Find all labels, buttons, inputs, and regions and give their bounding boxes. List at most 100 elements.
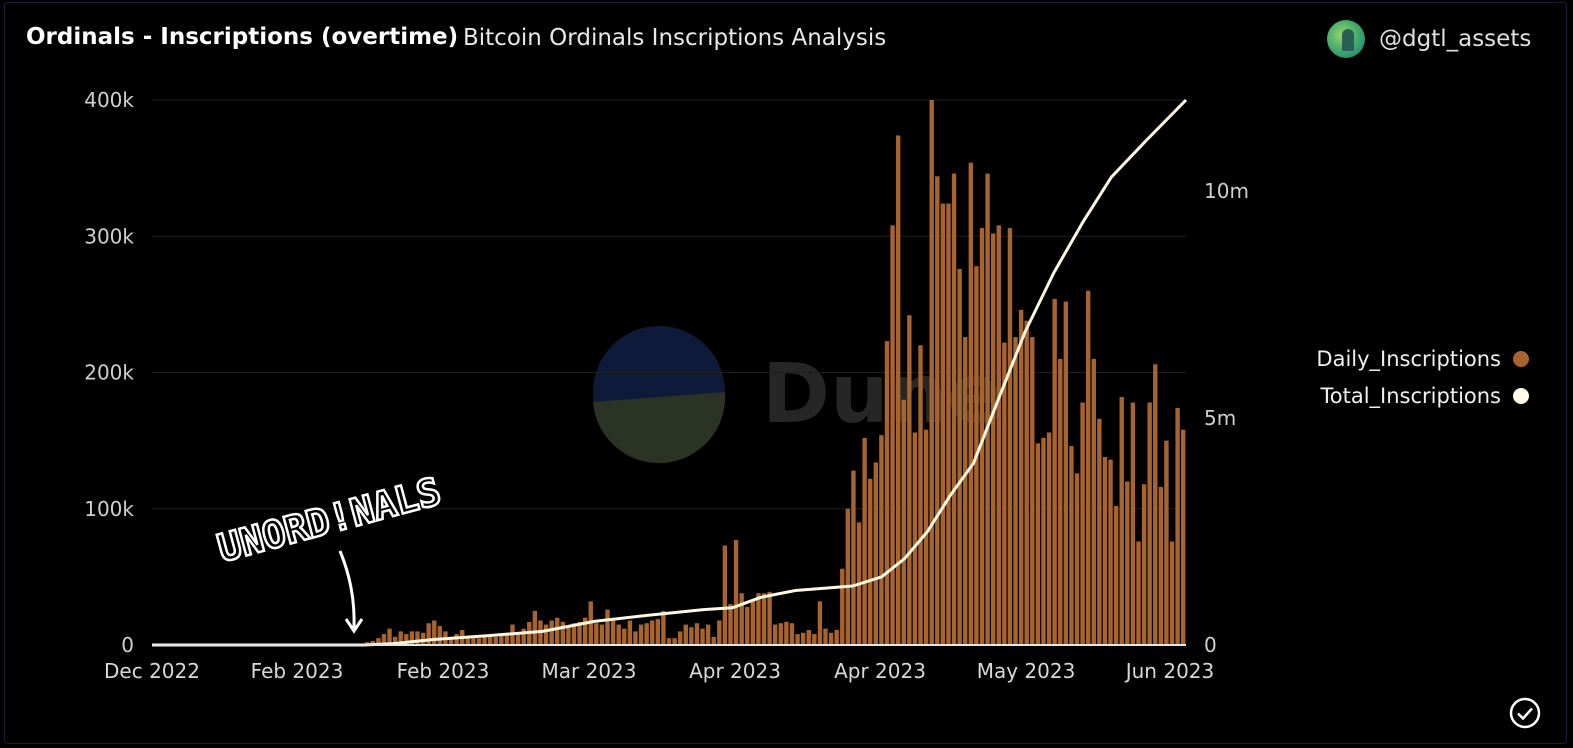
check-circle-icon[interactable]	[1509, 697, 1541, 729]
bar	[923, 429, 929, 645]
bar	[767, 591, 772, 645]
x-tick-label: Feb 2023	[251, 659, 344, 683]
bar	[806, 630, 811, 645]
bar	[605, 609, 610, 645]
bar	[420, 632, 426, 645]
total-line	[152, 98, 1188, 647]
bar	[1130, 402, 1136, 645]
bar	[454, 634, 459, 645]
bar	[616, 624, 621, 645]
y-left-tick-label: 300k	[84, 224, 134, 248]
bar	[884, 341, 890, 645]
bar	[845, 508, 851, 645]
bar	[1074, 473, 1080, 645]
annotation-text: UNORD!NALS	[213, 469, 445, 571]
bar	[940, 203, 946, 646]
legend-item-daily[interactable]: Daily_Inscriptions	[1316, 340, 1529, 377]
dune-watermark: Dune	[593, 326, 1002, 464]
bar	[963, 337, 968, 645]
bar	[784, 621, 789, 645]
bar	[521, 628, 526, 645]
bar	[789, 623, 795, 645]
bar	[985, 173, 990, 645]
bar	[655, 619, 661, 645]
bar	[912, 432, 918, 645]
bar	[650, 620, 655, 645]
bar	[482, 636, 487, 645]
y-left-tick-label: 200k	[84, 361, 134, 385]
x-tick-label: Mar 2023	[542, 659, 637, 683]
x-tick-label: Apr 2023	[834, 659, 926, 683]
bar	[471, 638, 476, 645]
author-name[interactable]: @dgtl_assets	[1379, 26, 1532, 52]
bar	[750, 601, 756, 645]
bar	[504, 634, 510, 645]
avatar[interactable]	[1327, 20, 1365, 58]
bar	[823, 628, 828, 645]
dune-watermark-text: Dune	[762, 347, 1002, 442]
bar	[873, 462, 878, 645]
bar	[990, 233, 996, 645]
bar	[1136, 541, 1141, 645]
bar	[817, 601, 823, 645]
bar	[499, 635, 504, 645]
legend-dot-daily	[1513, 350, 1529, 367]
y-left-tick-label: 400k	[84, 88, 134, 112]
legend-label-daily: Daily_Inscriptions	[1316, 346, 1501, 371]
y-left-tick-label: 100k	[84, 497, 134, 521]
bar	[722, 545, 728, 645]
bar	[705, 624, 711, 645]
bar	[633, 631, 638, 645]
y-right-tick-label: 5m	[1204, 406, 1236, 430]
bar	[1002, 342, 1007, 645]
legend-label-total: Total_Inscriptions	[1320, 383, 1502, 408]
bar	[493, 636, 498, 645]
bar	[700, 628, 705, 645]
bar	[487, 635, 493, 645]
chart-title: Ordinals - Inscriptions (overtime)	[26, 24, 459, 50]
bar	[437, 625, 443, 645]
bar	[1141, 484, 1147, 645]
bar	[935, 176, 940, 646]
bar	[1080, 402, 1085, 645]
bar	[1175, 407, 1180, 645]
bar	[381, 634, 387, 645]
bar	[756, 593, 761, 645]
bar	[1041, 437, 1046, 645]
bar	[415, 631, 420, 645]
bar	[968, 162, 974, 646]
y-axis-right: 0 5m 10m	[1204, 179, 1249, 657]
bar	[929, 100, 934, 645]
bar	[918, 345, 923, 645]
legend: Daily_Inscriptions Total_Inscriptions	[1316, 340, 1529, 414]
bar	[1013, 337, 1018, 645]
bar	[946, 203, 951, 646]
bar	[828, 632, 834, 645]
bar	[957, 268, 962, 645]
bar	[739, 593, 744, 645]
x-tick-label: Feb 2023	[397, 659, 490, 683]
annotation-arrow	[338, 550, 356, 629]
bar	[1169, 541, 1175, 645]
x-tick-label: Dec 2022	[104, 659, 200, 683]
bar	[1119, 397, 1124, 645]
bar	[1024, 320, 1029, 645]
bar	[515, 634, 521, 645]
bar	[543, 624, 549, 645]
bar	[951, 173, 957, 645]
bar	[476, 638, 482, 645]
dune-logo-wedge	[593, 392, 726, 464]
bar	[392, 636, 398, 645]
legend-item-total[interactable]: Total_Inscriptions	[1316, 377, 1529, 414]
bar	[398, 631, 403, 645]
bar	[404, 634, 409, 645]
bar	[560, 621, 565, 645]
bar	[1030, 337, 1035, 645]
author-badge[interactable]: @dgtl_assets	[1327, 20, 1531, 58]
bar	[840, 568, 845, 645]
bar	[387, 628, 392, 645]
bar	[812, 634, 817, 645]
bar	[1007, 228, 1013, 645]
bar	[370, 640, 375, 645]
bar	[851, 470, 856, 645]
